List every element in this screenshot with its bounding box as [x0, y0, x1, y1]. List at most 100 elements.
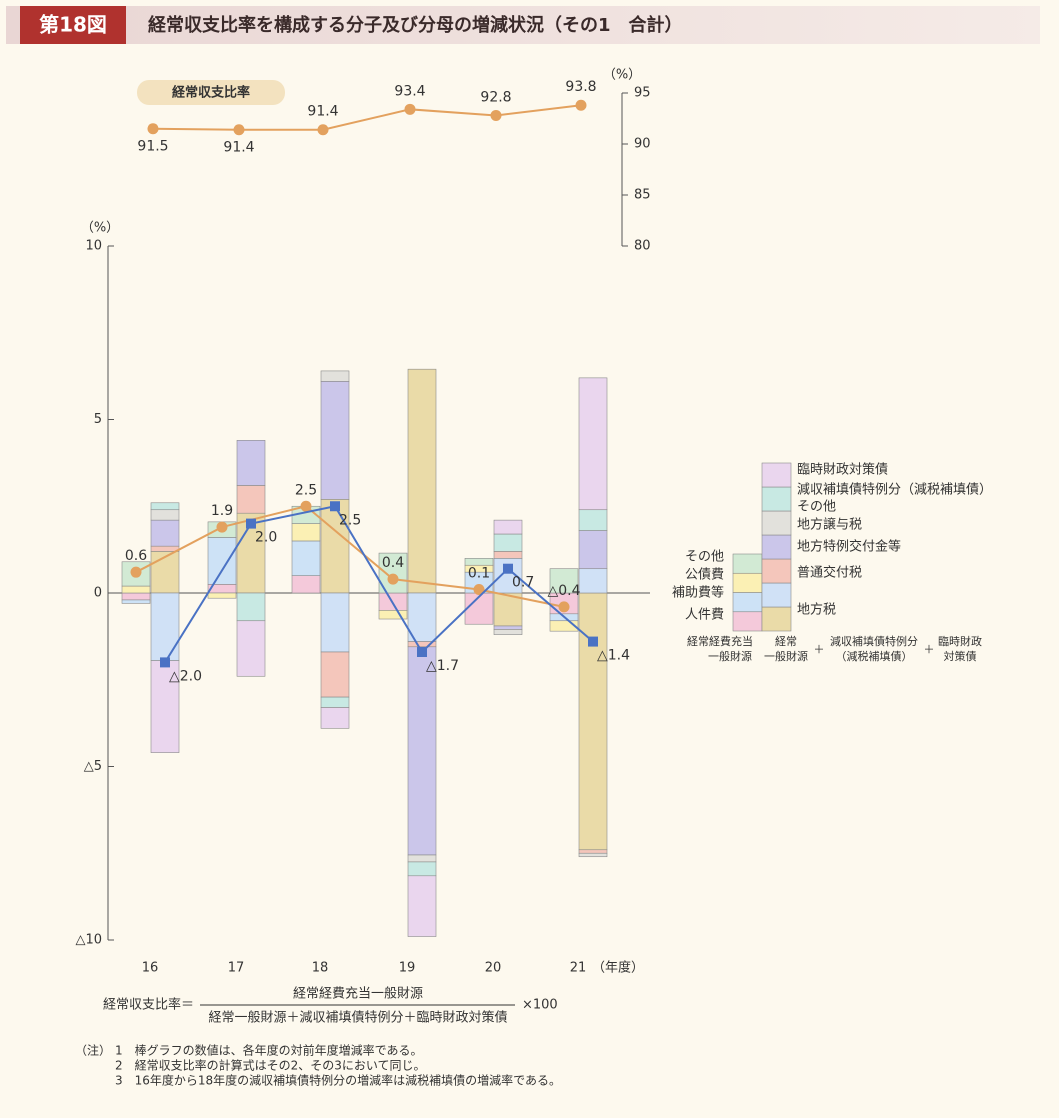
point — [246, 518, 256, 529]
header-bar — [6, 6, 1040, 44]
bar-segment — [320, 381, 350, 500]
legend-label: 減収補填債特例分（減税補填債） — [797, 482, 992, 498]
legend-label: 地方特例交付金等 — [797, 539, 901, 555]
bar-segment — [150, 545, 180, 552]
legend-label: 人件費 — [685, 608, 724, 623]
y-tick-label: 80 — [634, 239, 651, 254]
bar-segment — [464, 592, 494, 625]
note: 1 棒グラフの数値は、各年度の対前年度増減率である。 — [115, 1043, 423, 1058]
bar-segment — [291, 523, 321, 542]
y-tick-label: 10 — [85, 239, 102, 254]
bar-segment — [291, 540, 321, 576]
bar-segment — [578, 592, 608, 851]
point — [130, 566, 142, 578]
bar-segment — [378, 610, 408, 620]
legend-caption: 対策債 — [944, 649, 977, 663]
bar-segment — [236, 485, 266, 514]
data-label: 91.4 — [307, 104, 338, 120]
legend-caption: 一般財源 — [764, 649, 808, 663]
point — [575, 99, 587, 111]
y-tick-label: 85 — [634, 188, 651, 203]
data-label: 92.8 — [480, 89, 511, 105]
bar-segment — [320, 696, 350, 708]
point — [503, 563, 513, 574]
note: 3 16年度から18年度の減収補填債特例分の増減率は減税補填債の増減率である。 — [115, 1073, 561, 1088]
line-label-pill — [137, 80, 285, 105]
legend-caption: 経常 — [775, 635, 797, 648]
point — [417, 646, 427, 657]
bar-segment — [578, 509, 608, 531]
line-label: 経常収支比率 — [172, 85, 250, 101]
data-label: △1.4 — [597, 648, 630, 664]
bar-segment — [493, 592, 523, 627]
bar-segment — [150, 519, 180, 547]
bar-segment — [578, 849, 608, 854]
bar-segment — [493, 625, 523, 630]
formula-factor: ×100 — [522, 998, 558, 1013]
bar-segment — [150, 509, 180, 521]
x-tick-label: 19 — [399, 961, 416, 976]
bar-segment — [121, 599, 151, 604]
legend-caption: （減税補填債） — [836, 649, 913, 663]
legend-label: その他 — [685, 550, 724, 565]
legend-caption: ＋ — [814, 643, 825, 656]
figure-box — [20, 6, 126, 44]
legend-swatch — [761, 534, 792, 560]
y-tick-label: △5 — [84, 759, 102, 774]
bar-segment — [150, 660, 180, 753]
bar-segment — [320, 499, 350, 594]
bar-segment — [493, 551, 523, 559]
bar-segment — [407, 875, 437, 937]
title: 経常収支比率を構成する分子及び分母の増減状況（その1 合計） — [148, 14, 683, 36]
formula-numerator: 経常経費充当一般財源 — [293, 986, 423, 1002]
legend-label: 公債費 — [685, 568, 724, 583]
data-label: 0.6 — [125, 548, 147, 564]
data-label: 93.8 — [565, 79, 596, 95]
legend-label: 地方税 — [797, 602, 836, 618]
point — [404, 103, 416, 115]
notes-label: （注） — [75, 1043, 111, 1058]
point — [588, 636, 598, 647]
point — [216, 521, 228, 533]
legend-label: その他 — [797, 500, 836, 515]
bar-segment — [549, 568, 579, 594]
bar-segment — [493, 533, 523, 552]
data-label: 93.4 — [394, 83, 425, 99]
data-label: 0.7 — [512, 575, 534, 591]
legend-swatch — [732, 611, 763, 632]
bar-segment — [121, 592, 151, 601]
legend-swatch — [732, 572, 763, 593]
bar-segment — [578, 568, 608, 594]
data-label: △2.0 — [169, 668, 202, 684]
legend-swatch — [732, 553, 763, 574]
point — [490, 109, 502, 121]
x-tick-label: 18 — [312, 961, 329, 976]
data-label: 0.1 — [468, 566, 490, 582]
legend-label: 臨時財政対策債 — [797, 462, 888, 478]
bar-segment — [150, 551, 180, 594]
bar-segment — [320, 707, 350, 729]
bar-segment — [407, 854, 437, 863]
legend-swatch — [761, 510, 792, 536]
data-label: 91.4 — [223, 140, 254, 156]
x-tick-label: 17 — [228, 961, 245, 976]
point — [473, 584, 485, 596]
data-label: 91.5 — [137, 139, 168, 155]
bar-segment — [578, 852, 608, 858]
data-label: 2.5 — [295, 482, 317, 498]
line — [164, 505, 594, 663]
note: 2 経常収支比率の計算式はその2、その3において同じ。 — [115, 1058, 426, 1073]
data-label: △0.4 — [547, 583, 580, 599]
bar-segment — [320, 592, 350, 653]
point — [330, 501, 340, 512]
bar-segment — [407, 368, 437, 594]
bar-segment — [236, 592, 266, 622]
legend-caption: 一般財源 — [708, 649, 752, 663]
x-tick-label: 16 — [142, 961, 159, 976]
data-label: 0.4 — [382, 555, 404, 571]
point — [317, 124, 329, 136]
point — [147, 123, 159, 135]
bar-segment — [578, 377, 608, 511]
x-tick-label: 21 — [570, 961, 587, 976]
